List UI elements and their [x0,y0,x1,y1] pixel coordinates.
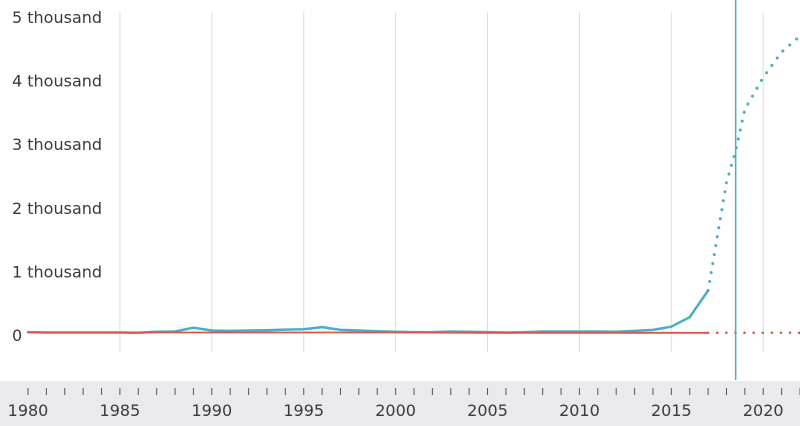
x-tick-label: 2010 [559,401,600,420]
x-tick-label: 2005 [467,401,508,420]
x-tick-label: 2000 [375,401,416,420]
y-axis: 0 1 thousand 2 thousand 3 thousand 4 thousan… [12,8,102,345]
series-line-2 [706,34,800,292]
y-tick-label: 3 thousand [12,135,102,154]
x-tick-label: 2015 [651,401,692,420]
y-tick-label: 1 thousand [12,262,102,281]
y-tick-label: 2 thousand [12,199,102,218]
x-tick-label: 1995 [283,401,324,420]
y-tick-label: 5 thousand [12,8,102,27]
series-line-1 [26,289,710,335]
x-tick-label: 1990 [191,401,232,420]
x-axis: 1980 1985 1990 1995 2000 2005 2010 2015 2020 [0,381,800,426]
y-tick-label: 0 [12,326,22,345]
y-tick-label: 4 thousand [12,72,102,91]
x-tick-label: 2020 [743,401,784,420]
x-axis-band [0,381,800,426]
vertical-gridlines [119,12,764,352]
x-tick-label: 1980 [8,401,49,420]
series-group [26,34,800,335]
x-tick-label: 1985 [100,401,141,420]
